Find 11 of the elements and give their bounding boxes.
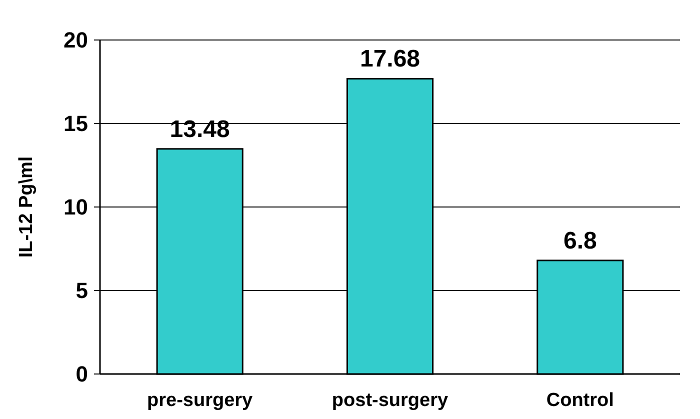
x-tick-label: pre-surgery (147, 390, 254, 411)
y-tick-label: 0 (76, 362, 88, 387)
data-label: 17.68 (360, 46, 420, 73)
y-axis-title: IL-12 Pg\ml (16, 156, 37, 258)
y-tick-label: 10 (64, 194, 88, 220)
x-tick-label: Control (546, 390, 614, 411)
y-tick-label: 20 (64, 28, 88, 53)
y-tick-label: 15 (64, 111, 88, 136)
y-tick-label: 5 (76, 278, 88, 304)
x-tick-label: post-surgery (332, 390, 448, 411)
data-label: 6.8 (563, 227, 597, 254)
